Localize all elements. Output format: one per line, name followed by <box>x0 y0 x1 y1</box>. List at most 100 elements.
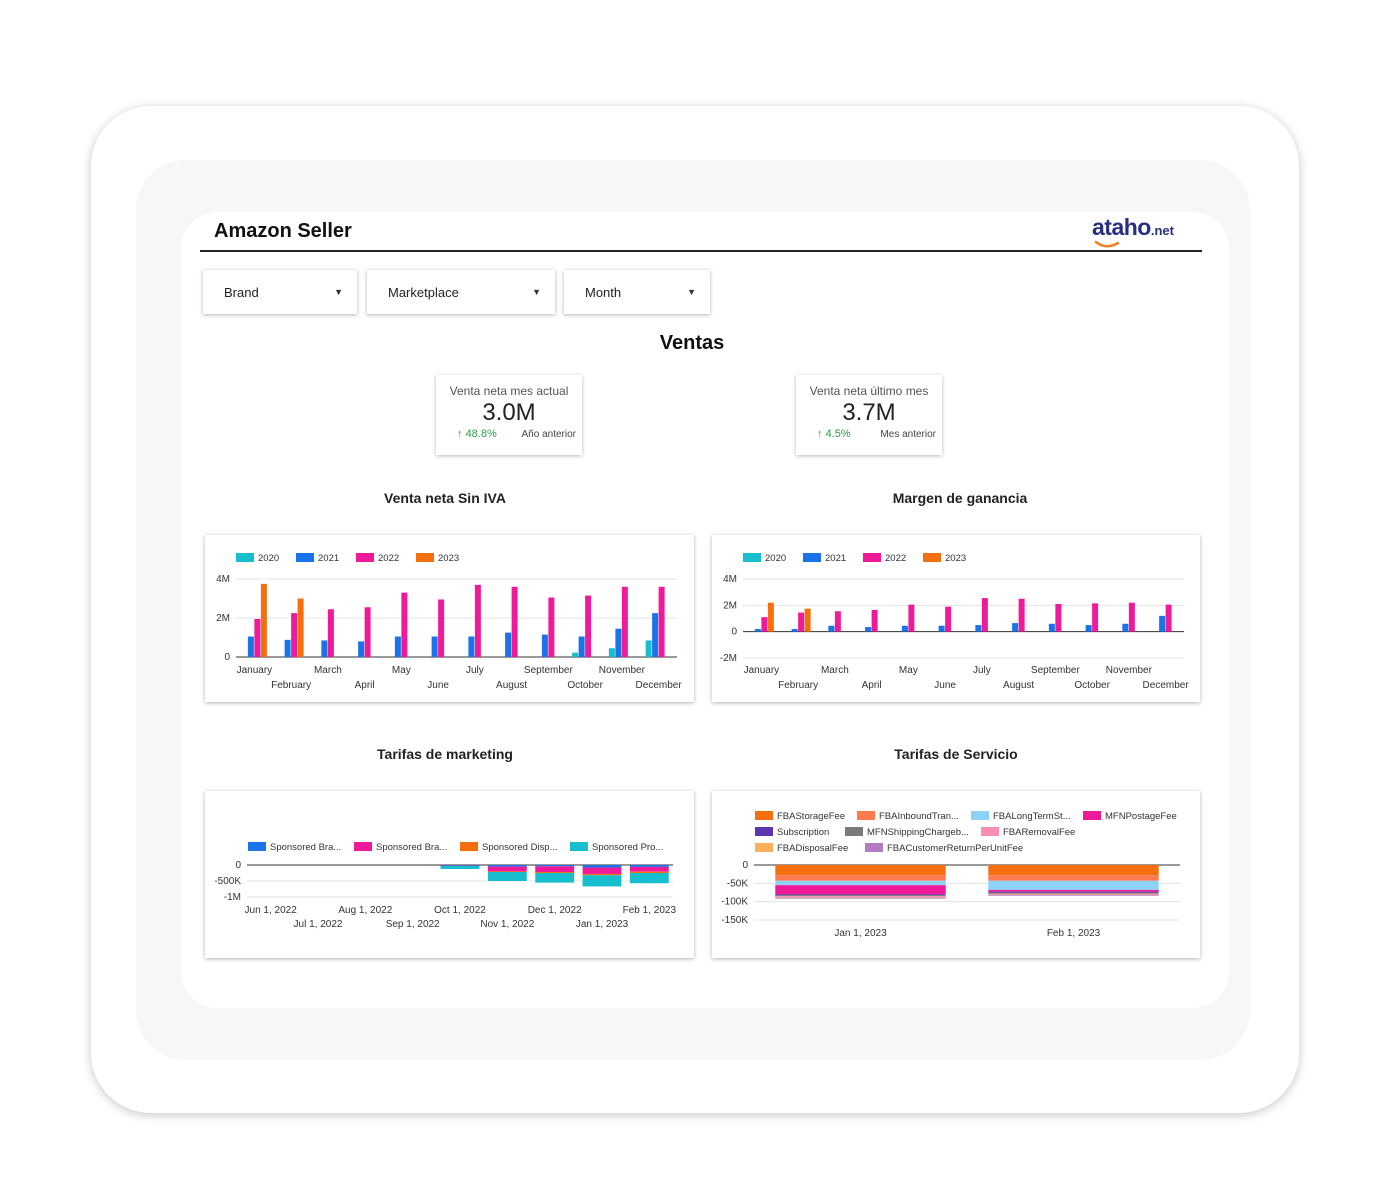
bar-segment <box>440 865 480 869</box>
bar <box>1085 625 1092 632</box>
x-tick-label: Jan 1, 2023 <box>576 919 629 930</box>
bar <box>358 641 365 657</box>
y-tick-label: 4M <box>216 574 230 585</box>
legend-swatch <box>570 842 588 851</box>
kpi-title: Venta neta último mes <box>809 384 929 398</box>
marketplace-dropdown-label: Marketplace <box>388 284 459 300</box>
bar-segment <box>535 872 575 874</box>
legend-label: MFNPostageFee <box>1105 811 1177 822</box>
chevron-down-icon: ▼ <box>532 287 541 297</box>
kpi-delta-value: 4.5% <box>825 428 851 440</box>
bar <box>804 608 811 632</box>
bar-segment <box>487 872 527 881</box>
chart-card-venta-neta: 2020 2021 2022 2023 4M 2M 0 January February Marc… <box>205 535 694 702</box>
legend-label: 2023 <box>945 553 966 564</box>
legend-swatch <box>755 843 773 852</box>
marketplace-dropdown[interactable]: Marketplace ▼ <box>367 270 555 314</box>
chart-title-marketing: Tarifas de marketing <box>377 746 513 762</box>
logo-smile-icon <box>1094 240 1120 248</box>
kpi-delta-value: 48.8% <box>465 428 497 440</box>
x-tick-label: November <box>1106 665 1153 676</box>
bar <box>608 648 615 657</box>
bar-segment <box>535 865 575 867</box>
arrow-up-icon: ↑ <box>817 428 826 440</box>
legend-swatch <box>755 827 773 836</box>
y-tick-label: 0 <box>742 860 748 871</box>
kpi-value: 3.0M <box>482 399 536 426</box>
bar <box>468 636 475 657</box>
chart-card-marketing: Sponsored Bra... Sponsored Bra... Sponsore… <box>205 791 694 958</box>
legend-swatch <box>416 553 434 562</box>
bar-segment <box>487 866 527 872</box>
bar-segment <box>988 875 1159 881</box>
bar <box>834 611 841 632</box>
bar-segment <box>775 865 946 876</box>
legend-label: 2020 <box>258 553 279 564</box>
bar <box>798 612 805 632</box>
bar <box>578 636 585 657</box>
y-tick-label: -1M <box>224 892 241 903</box>
x-tick-label: February <box>271 680 311 691</box>
bar <box>1048 623 1055 632</box>
x-tick-label: January <box>237 665 273 676</box>
bar <box>585 595 592 657</box>
chart-card-margen: 2020 2021 2022 2023 4M 2M 0 -2M January February M… <box>712 535 1200 702</box>
bar <box>401 592 408 657</box>
bar <box>658 586 665 657</box>
legend-swatch <box>863 553 881 562</box>
x-tick-label: May <box>392 665 411 676</box>
bar <box>364 607 371 657</box>
x-tick-label: Jun 1, 2022 <box>245 905 298 916</box>
bar-segment <box>775 894 946 896</box>
chart-title-servicio: Tarifas de Servicio <box>894 746 1018 762</box>
bar-segment <box>629 873 669 884</box>
y-tick-label: 2M <box>216 613 230 624</box>
chevron-down-icon: ▼ <box>334 287 343 297</box>
y-tick-label: 0 <box>731 627 737 638</box>
x-tick-label: Jul 1, 2022 <box>294 919 343 930</box>
legend-label: FBACustomerReturnPerUnitFee <box>887 843 1023 854</box>
bar-chart-marketing: Sponsored Bra... Sponsored Bra... Sponsore… <box>214 842 676 930</box>
bar <box>865 627 872 632</box>
bar-segment <box>487 865 527 867</box>
bar-segment <box>487 871 527 873</box>
y-tick-label: 0 <box>224 652 230 663</box>
bar <box>901 625 908 632</box>
x-tick-label: Sep 1, 2022 <box>386 919 440 930</box>
bar <box>1012 623 1019 632</box>
legend-label: FBAInboundTran... <box>879 811 959 822</box>
bar <box>284 639 291 657</box>
y-tick-label: -150K <box>721 915 748 926</box>
x-tick-label: March <box>314 665 342 676</box>
legend-label: Subscription <box>777 827 829 838</box>
bar-segment <box>775 885 946 895</box>
legend-label: FBADisposalFee <box>777 843 848 854</box>
bar <box>254 618 261 657</box>
x-tick-label: January <box>744 665 780 676</box>
x-tick-label: August <box>1003 680 1034 691</box>
y-tick-label: -100K <box>721 897 748 908</box>
legend-label: 2022 <box>885 553 906 564</box>
month-dropdown[interactable]: Month ▼ <box>564 270 710 314</box>
month-dropdown-label: Month <box>585 284 622 300</box>
bar-segment <box>775 896 946 898</box>
bar-segment <box>988 865 1159 876</box>
bar <box>511 586 518 657</box>
page-title: Amazon Seller <box>214 220 352 242</box>
bar-segment <box>988 891 1159 893</box>
bar <box>981 598 988 632</box>
bar-chart-venta-neta: 2020 2021 2022 2023 4M 2M 0 January FebruaryMarc… <box>216 553 682 691</box>
bar <box>1159 615 1166 632</box>
y-tick-label: 0 <box>235 860 241 871</box>
x-tick-label: September <box>1031 665 1081 676</box>
bar <box>474 584 481 657</box>
brand-dropdown[interactable]: Brand ▼ <box>203 270 357 314</box>
legend-label: 2021 <box>825 553 846 564</box>
y-tick-label: -2M <box>720 653 737 664</box>
bar <box>394 636 401 657</box>
bar-segment <box>582 867 622 874</box>
bar <box>291 613 298 657</box>
legend-label: Sponsored Pro... <box>592 842 663 853</box>
kpi-value: 3.7M <box>842 399 896 426</box>
bar <box>548 597 555 657</box>
